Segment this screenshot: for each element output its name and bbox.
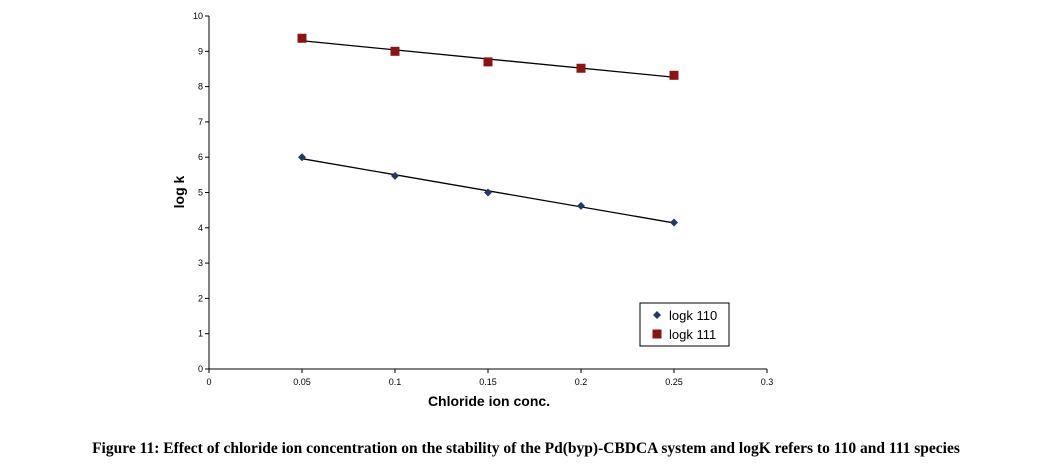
y-tick-label: 3 [198,258,203,268]
axes: 0 1 2 3 4 5 6 7 8 9 10 0 0.05 0.1 0.15 0.2 0.25 0.3 [193,11,773,387]
y-tick-label: 2 [198,293,203,303]
x-axis-title: Chloride ion conc. [428,393,550,409]
y-tick-label: 8 [198,82,203,92]
data-point-series-1 [577,201,585,210]
legend-label-1: logk 110 [669,308,717,323]
y-axis-title: log k [171,175,187,208]
legend-marker-2 [652,329,662,339]
x-tick-label: 0.3 [761,377,774,387]
x-tick-label: 0 [206,377,211,387]
data-point-series-2 [297,33,307,43]
markers [297,33,679,227]
y-tick-label: 6 [198,152,203,162]
x-tick-label: 0.15 [479,377,497,387]
legend-marker-1 [653,311,661,319]
y-tick-label: 7 [198,117,203,127]
data-point-series-2 [390,46,400,56]
data-point-series-2 [669,70,679,80]
y-tick-label: 4 [198,223,203,233]
y-tick-label: 10 [193,11,203,21]
x-tick-label: 0.25 [665,377,683,387]
data-point-series-2 [483,57,493,67]
y-tick-label: 5 [198,188,203,198]
y-tick-label: 1 [198,329,203,339]
figure-caption: Figure 11: Effect of chloride ion concen… [92,440,960,457]
y-tick-label: 9 [198,46,203,56]
data-point-series-1 [391,171,399,180]
x-tick-label: 0.1 [389,377,402,387]
legend-box [639,302,730,347]
data-point-series-1 [670,218,678,227]
data-point-series-2 [576,63,586,73]
data-point-series-1 [298,153,306,162]
x-tick-label: 0.2 [575,377,588,387]
legend: logk 110 logk 111 [639,302,730,347]
chart: 0 1 2 3 4 5 6 7 8 9 10 0 0.05 0.1 0.15 0.2 0.25 0.3 Chlor… [171,11,773,409]
x-tick-label: 0.05 [293,377,311,387]
legend-label-2: logk 111 [669,327,716,342]
data-point-series-1 [484,188,492,197]
y-tick-label: 0 [198,364,203,374]
